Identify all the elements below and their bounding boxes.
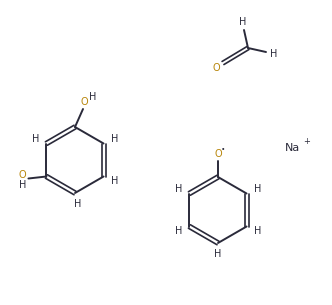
Text: O: O xyxy=(214,149,222,159)
Text: H: H xyxy=(111,135,118,145)
Text: H: H xyxy=(214,249,222,259)
Text: H: H xyxy=(89,92,97,102)
Text: H: H xyxy=(74,199,82,209)
Text: ∙: ∙ xyxy=(221,146,225,152)
Text: Na: Na xyxy=(285,143,300,153)
Text: H: H xyxy=(254,185,261,195)
Text: O: O xyxy=(80,97,88,107)
Text: H: H xyxy=(19,181,26,191)
Text: H: H xyxy=(111,175,118,185)
Text: +: + xyxy=(303,138,310,146)
Text: H: H xyxy=(32,135,39,145)
Text: O: O xyxy=(19,170,26,180)
Text: H: H xyxy=(175,185,182,195)
Text: H: H xyxy=(239,17,247,27)
Text: H: H xyxy=(254,225,261,235)
Text: O: O xyxy=(212,63,220,73)
Text: H: H xyxy=(175,225,182,235)
Text: H: H xyxy=(270,49,278,59)
